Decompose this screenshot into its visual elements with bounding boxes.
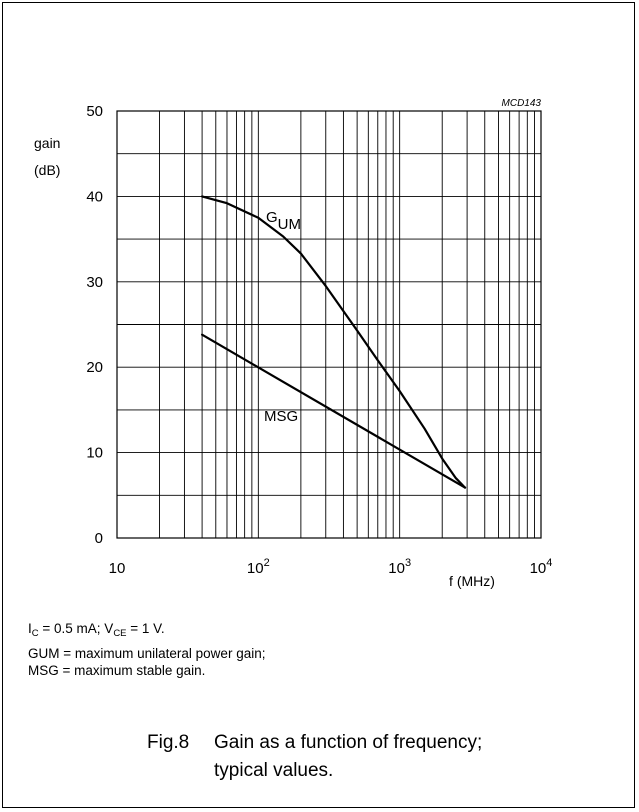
- conditions-note: IC = 0.5 mA; VCE = 1 V.: [28, 621, 165, 639]
- y-axis-label-line1: gain: [34, 135, 60, 151]
- caption-line2: typical values.: [214, 760, 334, 781]
- x-tick-label: 10: [109, 560, 126, 577]
- y-tick-label: 0: [95, 530, 103, 547]
- plot-border: [116, 110, 542, 539]
- y-tick-label: 40: [86, 188, 103, 205]
- x-tick-label: 103: [388, 557, 411, 577]
- msg-definition: MSG = maximum stable gain.: [28, 663, 206, 678]
- y-tick-label: 10: [86, 445, 103, 462]
- caption-line1: Gain as a function of frequency;: [214, 732, 483, 753]
- series-line-msg: [201, 333, 467, 489]
- y-tick-label: 20: [86, 359, 103, 376]
- y-tick-label: 30: [86, 274, 103, 291]
- y-axis-label-line2: (dB): [34, 162, 60, 178]
- series-line-gum: [201, 195, 467, 489]
- chart-grid: [116, 110, 542, 539]
- chart-code: MCD143: [502, 98, 542, 109]
- x-axis-label: f (MHz): [449, 573, 495, 589]
- series-label-gum: GUM: [266, 209, 301, 233]
- figure-number: Fig.8: [147, 732, 190, 753]
- y-tick-label: 50: [86, 103, 103, 120]
- chart-ticks: 0 10 20 30 40 50 10 102 103 104: [86, 103, 552, 577]
- series-label-msg: MSG: [264, 408, 298, 425]
- gum-definition: GUM = maximum unilateral power gain;: [28, 646, 266, 661]
- chart-series: [201, 195, 467, 489]
- x-tick-label: 102: [247, 557, 270, 577]
- x-tick-label: 104: [530, 557, 553, 577]
- figure-caption: Fig.8 Gain as a function of frequency;: [147, 731, 482, 755]
